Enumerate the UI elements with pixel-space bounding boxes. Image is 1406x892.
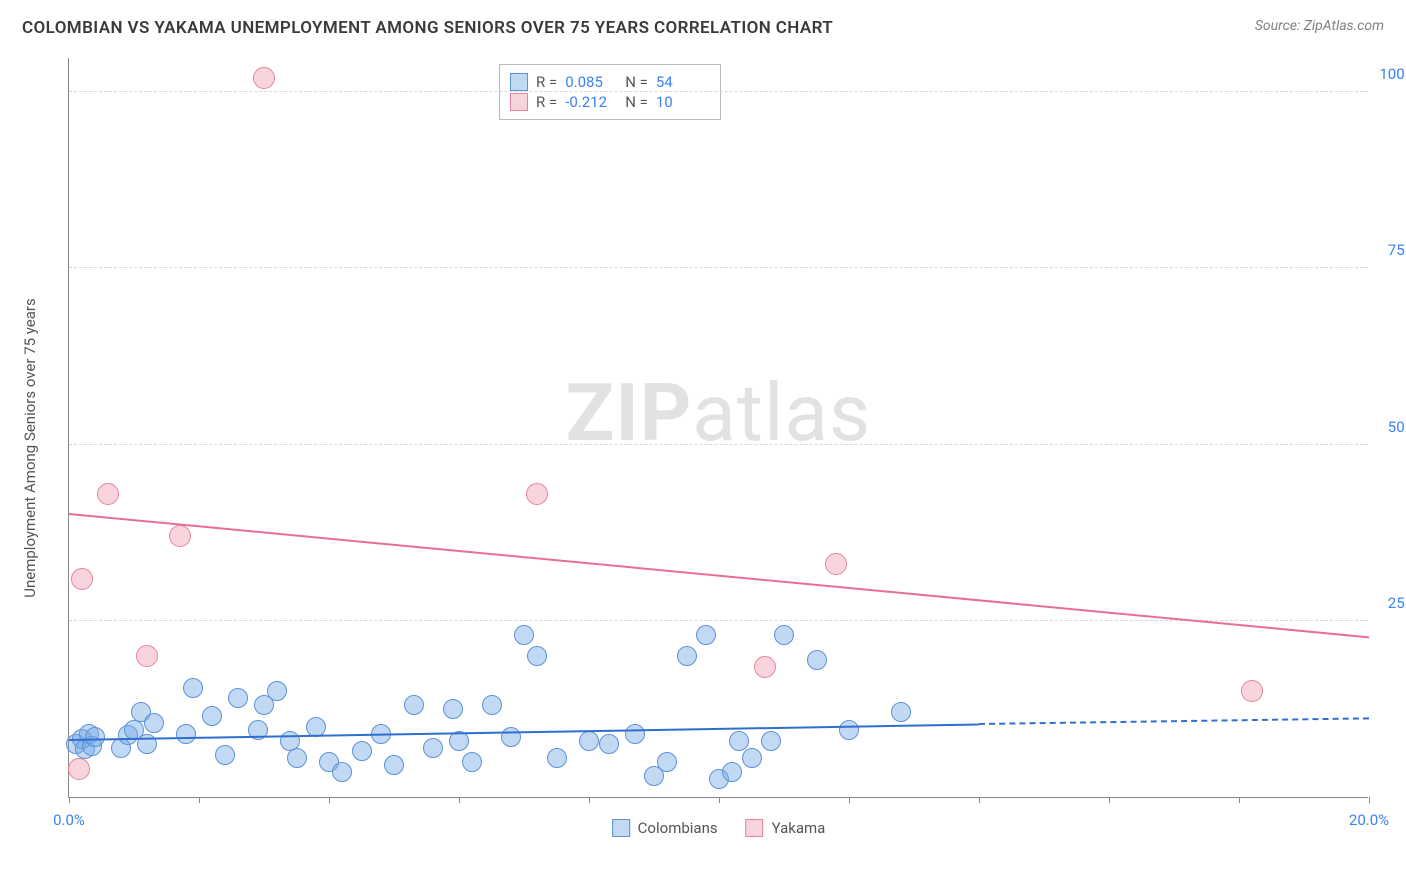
gridline: [69, 444, 1368, 445]
yakama-point: [97, 483, 119, 505]
chart-header: COLOMBIAN VS YAKAMA UNEMPLOYMENT AMONG S…: [0, 0, 1406, 48]
colombians-point: [579, 731, 599, 751]
yakama-point: [169, 525, 191, 547]
yakama-point: [825, 553, 847, 575]
colombians-point: [202, 706, 222, 726]
colombians-point: [839, 720, 859, 740]
colombians-point: [742, 748, 762, 768]
colombians-point: [228, 688, 248, 708]
colombians-point: [85, 727, 105, 747]
colombians-point: [215, 745, 235, 765]
watermark: ZIPatlas: [566, 366, 871, 460]
stats-row: R = 0.085 N = 54: [510, 73, 708, 91]
x-tick: [589, 797, 590, 803]
colombians-point: [514, 625, 534, 645]
x-tick: [979, 797, 980, 803]
x-tick: [69, 797, 70, 803]
series-swatch: [510, 73, 528, 91]
x-tick: [329, 797, 330, 803]
colombians-point: [807, 650, 827, 670]
legend-label: Colombians: [638, 819, 718, 837]
legend-swatch: [746, 819, 764, 837]
stat-r-label: R =: [536, 73, 557, 91]
plot-region: ZIPatlas R =0.085N =54R =-0.212N =10 Col…: [68, 58, 1368, 798]
y-tick-label: 50.0%: [1388, 418, 1406, 436]
colombians-point: [547, 748, 567, 768]
colombians-point: [625, 724, 645, 744]
colombians-point: [352, 741, 372, 761]
colombians-point: [384, 755, 404, 775]
x-tick: [199, 797, 200, 803]
x-tick: [1239, 797, 1240, 803]
colombians-point: [183, 678, 203, 698]
stat-r-value: 0.085: [565, 73, 617, 91]
yakama-point: [1241, 680, 1263, 702]
colombians-point: [891, 702, 911, 722]
colombians-point: [677, 646, 697, 666]
chart-area: Unemployment Among Seniors over 75 years…: [48, 58, 1388, 838]
colombians-point: [267, 681, 287, 701]
yakama-point: [68, 758, 90, 780]
colombians-point: [144, 713, 164, 733]
x-tick: [849, 797, 850, 803]
yakama-point: [754, 656, 776, 678]
legend-label: Yakama: [772, 819, 826, 837]
colombians-point: [306, 717, 326, 737]
colombians-trendline-dash: [979, 717, 1369, 725]
colombians-point: [599, 734, 619, 754]
colombians-point: [761, 731, 781, 751]
colombians-point: [482, 695, 502, 715]
y-tick-label: 25.0%: [1388, 594, 1406, 612]
colombians-point: [423, 738, 443, 758]
yakama-point: [71, 568, 93, 590]
stat-n-label: N =: [625, 73, 648, 91]
colombians-point: [722, 762, 742, 782]
x-tick: [1109, 797, 1110, 803]
legend-swatch: [612, 819, 630, 837]
yakama-point: [253, 67, 275, 89]
y-tick-label: 100.0%: [1379, 65, 1406, 83]
gridline: [69, 267, 1368, 268]
colombians-point: [404, 695, 424, 715]
yakama-point: [136, 645, 158, 667]
stat-n-value: 10: [656, 93, 708, 111]
y-tick-label: 75.0%: [1388, 241, 1406, 259]
colombians-point: [527, 646, 547, 666]
colombians-point: [332, 762, 352, 782]
x-tick: [1369, 797, 1370, 803]
stat-n-value: 54: [656, 73, 708, 91]
x-tick-label: 0.0%: [53, 811, 85, 829]
stat-r-value: -0.212: [565, 93, 617, 111]
x-tick: [459, 797, 460, 803]
stats-row: R = -0.212 N = 10: [510, 93, 708, 111]
y-axis-label: Unemployment Among Seniors over 75 years: [21, 298, 39, 597]
legend-item: Yakama: [746, 819, 826, 837]
colombians-point: [176, 724, 196, 744]
colombians-point: [774, 625, 794, 645]
stat-r-label: R =: [536, 93, 557, 111]
colombians-point: [657, 752, 677, 772]
legend-item: Colombians: [612, 819, 718, 837]
gridline: [69, 620, 1368, 621]
chart-source: Source: ZipAtlas.com: [1255, 18, 1384, 34]
x-tick-label: 20.0%: [1349, 811, 1389, 829]
yakama-point: [526, 483, 548, 505]
stat-n-label: N =: [625, 93, 648, 111]
x-tick: [719, 797, 720, 803]
gridline: [69, 91, 1368, 92]
chart-title: COLOMBIAN VS YAKAMA UNEMPLOYMENT AMONG S…: [22, 18, 833, 38]
colombians-point: [501, 727, 521, 747]
colombians-point: [696, 625, 716, 645]
colombians-point: [462, 752, 482, 772]
colombians-point: [729, 731, 749, 751]
colombians-point: [443, 699, 463, 719]
series-swatch: [510, 93, 528, 111]
bottom-legend: Colombians Yakama: [612, 819, 826, 837]
colombians-point: [287, 748, 307, 768]
